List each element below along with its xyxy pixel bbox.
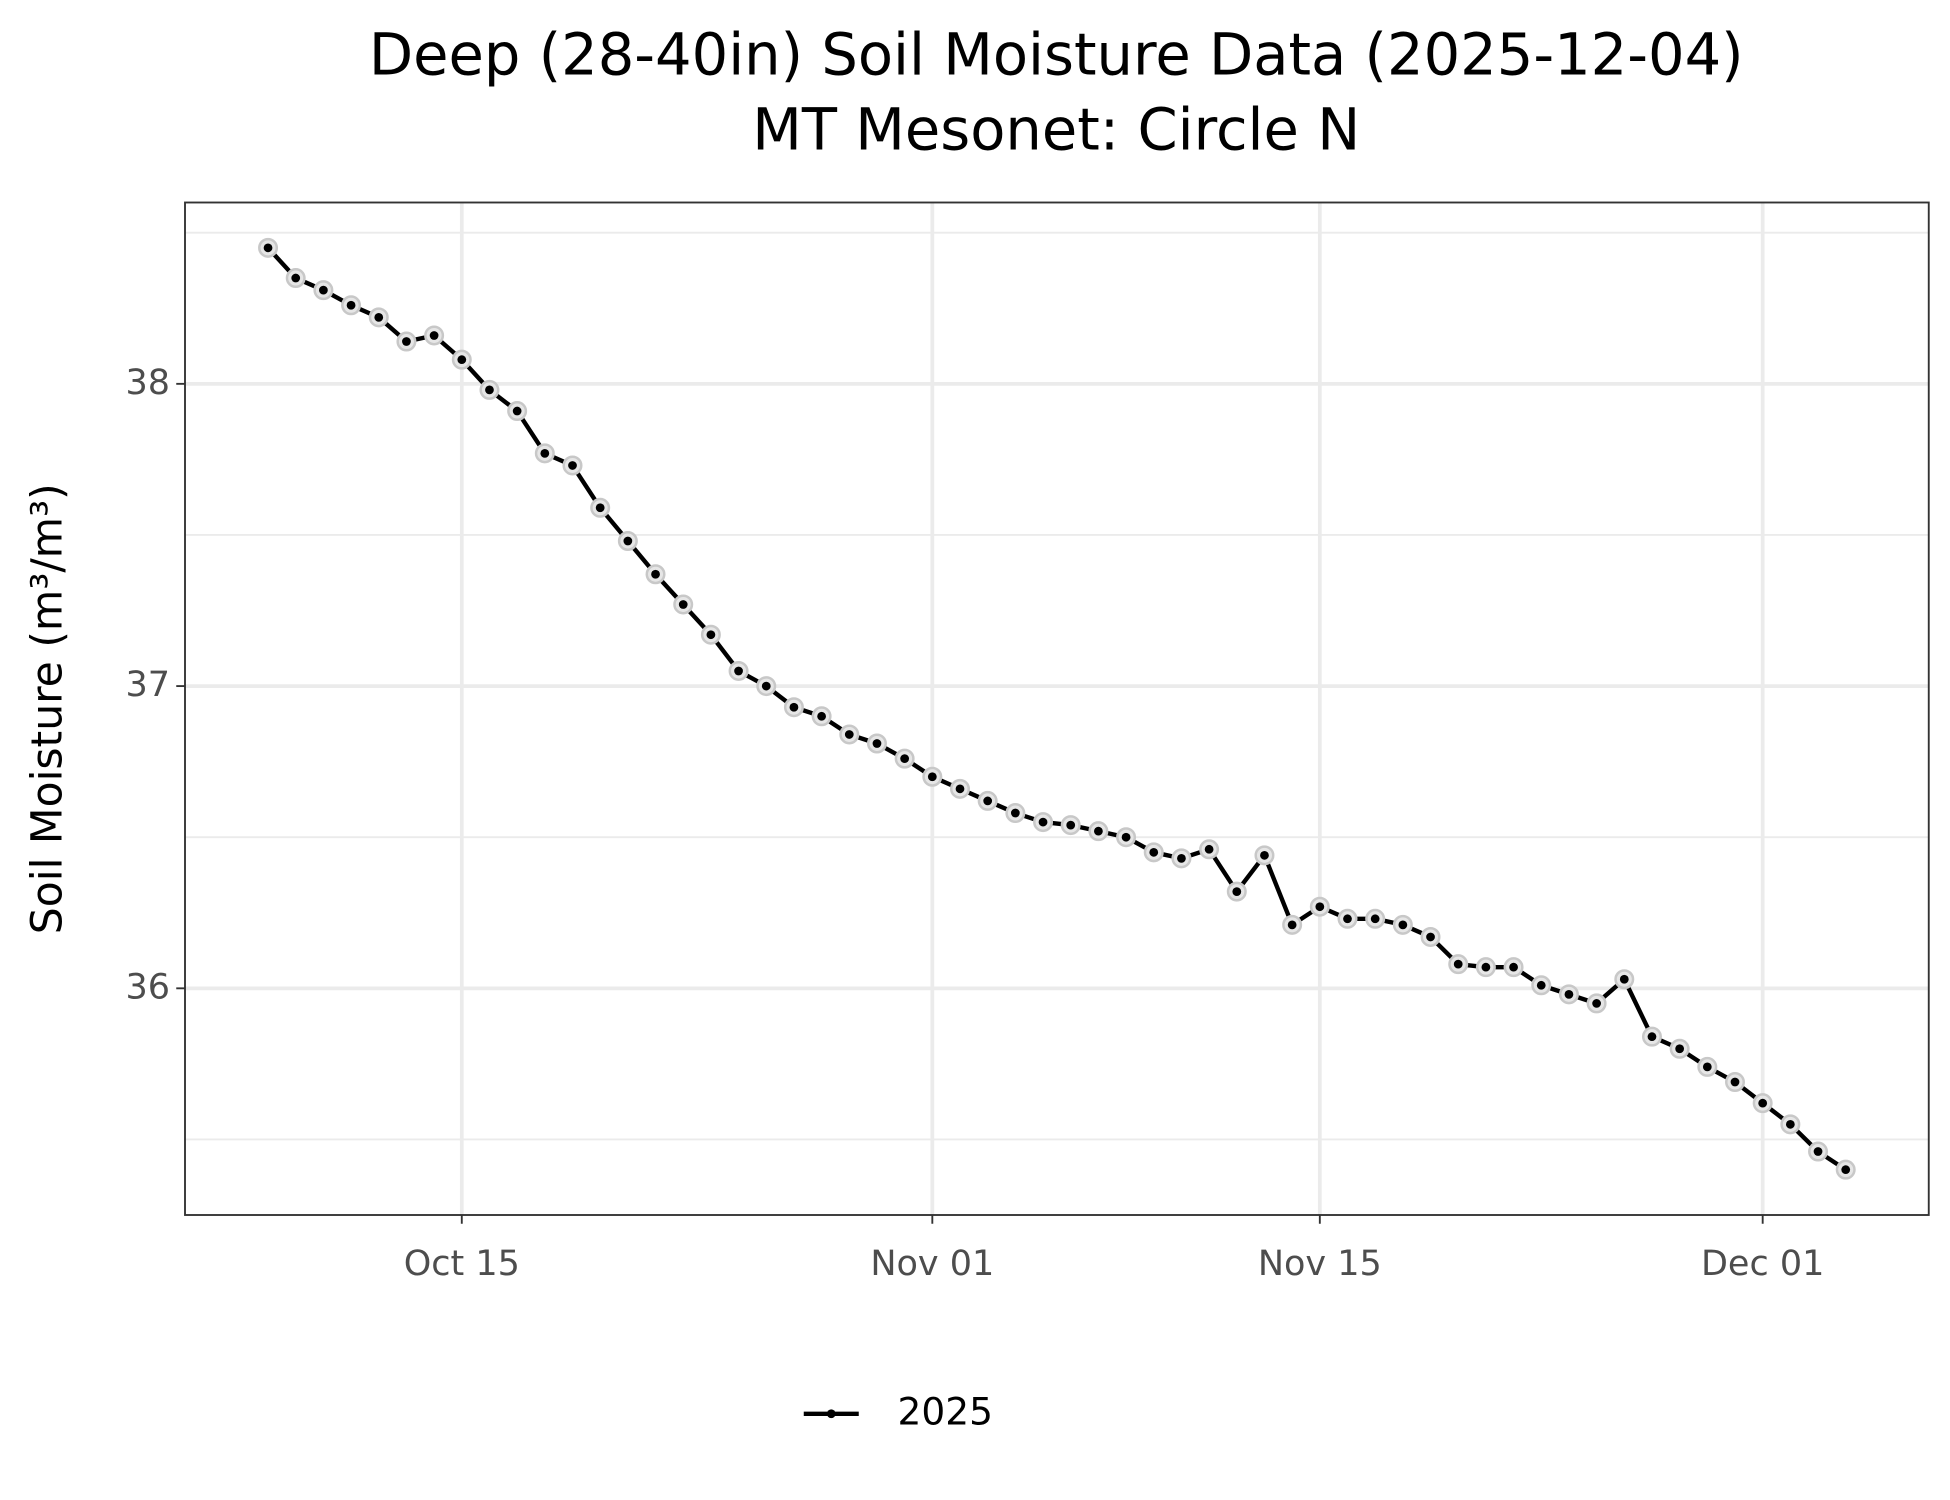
point: [927, 772, 937, 782]
point: [623, 536, 633, 546]
point: [1066, 820, 1076, 830]
legend-label: 2025: [898, 1389, 993, 1433]
point: [678, 600, 688, 609]
point: [1730, 1077, 1740, 1087]
legend-marker: [826, 1409, 836, 1419]
point: [1453, 959, 1463, 969]
point: [844, 730, 854, 739]
point: [1094, 826, 1103, 836]
point: [900, 754, 910, 763]
point: [1232, 887, 1242, 896]
point: [1841, 1165, 1851, 1175]
y-axis-label: Soil Moisture (m³/m³): [23, 483, 72, 934]
point: [319, 285, 328, 295]
point: [1536, 980, 1546, 990]
point: [1204, 844, 1214, 854]
y-tick-label: 38: [125, 363, 170, 403]
point: [263, 243, 273, 253]
point: [346, 300, 356, 310]
point: [512, 406, 522, 416]
x-tick-label: Dec 01: [1701, 1244, 1824, 1284]
point: [1010, 808, 1020, 818]
point: [1287, 920, 1297, 930]
point: [1038, 817, 1048, 827]
x-tick-label: Nov 01: [870, 1244, 994, 1284]
y-tick-label: 37: [125, 665, 170, 705]
x-tick-label: Nov 15: [1258, 1244, 1382, 1284]
chart-title: Deep (28-40in) Soil Moisture Data (2025-…: [369, 21, 1744, 88]
point: [983, 796, 993, 806]
point: [1647, 1032, 1657, 1042]
point: [789, 702, 799, 712]
point: [1149, 847, 1159, 857]
point: [734, 666, 743, 676]
point: [540, 448, 550, 458]
point: [1398, 920, 1408, 930]
x-tick-label: Oct 15: [404, 1244, 520, 1284]
point: [955, 784, 965, 794]
point: [1813, 1147, 1823, 1156]
point: [706, 630, 716, 640]
line: [266, 246, 1847, 1172]
point: [1121, 832, 1131, 842]
point: [817, 711, 826, 721]
point: [291, 273, 301, 283]
point: [1619, 974, 1629, 984]
point: [1702, 1062, 1712, 1072]
point: [595, 503, 605, 513]
point: [1426, 932, 1435, 942]
point: [1370, 914, 1380, 924]
chart-subtitle: MT Mesonet: Circle N: [752, 96, 1360, 163]
point: [402, 337, 411, 346]
point: [457, 355, 467, 365]
point: [761, 681, 771, 691]
y-tick-label: 36: [125, 967, 170, 1007]
point: [1675, 1044, 1685, 1054]
point: [1564, 989, 1574, 999]
point: [1177, 853, 1186, 863]
point: [374, 312, 384, 322]
point: [1343, 914, 1352, 924]
point: [1592, 999, 1601, 1008]
point: [1481, 962, 1491, 972]
point: [1509, 962, 1518, 972]
point: [568, 461, 577, 470]
point: [485, 385, 494, 395]
point: [1315, 902, 1325, 912]
point: [1260, 850, 1269, 860]
point: [429, 331, 439, 340]
point: [1785, 1119, 1795, 1129]
point: [651, 569, 660, 579]
point: [1758, 1098, 1768, 1108]
panel-border: [184, 201, 1930, 1216]
point: [872, 739, 882, 748]
